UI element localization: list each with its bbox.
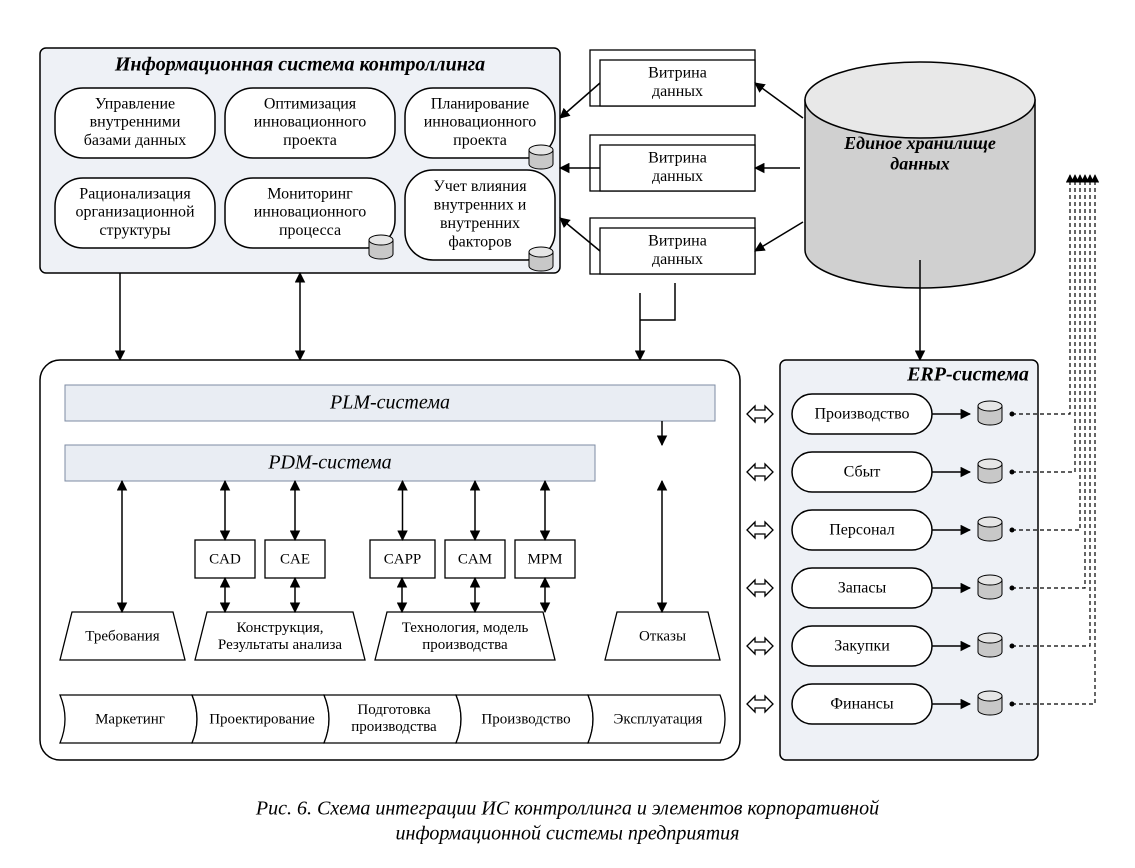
svg-text:производства: производства bbox=[422, 637, 508, 653]
diagram-root: Информационная система контроллинга Управ… bbox=[0, 0, 1135, 868]
svg-text:Планирование: Планирование bbox=[431, 95, 529, 112]
svg-text:Закупки: Закупки bbox=[834, 638, 890, 655]
svg-text:Технология, модель: Технология, модель bbox=[402, 620, 529, 636]
svg-text:Проектирование: Проектирование bbox=[209, 711, 315, 727]
datamart-1: Витрина данных bbox=[590, 135, 755, 191]
svg-text:Управление: Управление bbox=[95, 95, 175, 112]
svg-text:проекта: проекта bbox=[283, 132, 337, 149]
svg-text:факторов: факторов bbox=[448, 233, 512, 250]
svg-text:Производство: Производство bbox=[481, 711, 570, 727]
svg-text:инновационного: инновационного bbox=[254, 204, 367, 221]
svg-text:инновационного: инновационного bbox=[424, 114, 537, 131]
svg-text:инновационного: инновационного bbox=[254, 114, 367, 131]
svg-text:ERP-система: ERP-система bbox=[906, 364, 1029, 386]
svg-text:Сбыт: Сбыт bbox=[844, 464, 881, 481]
svg-text:проекта: проекта bbox=[453, 132, 507, 149]
svg-text:Мониторинг: Мониторинг bbox=[267, 185, 353, 202]
svg-text:Персонал: Персонал bbox=[829, 522, 895, 539]
svg-text:MPM: MPM bbox=[527, 551, 562, 567]
svg-text:базами данных: базами данных bbox=[84, 132, 186, 149]
svg-text:внутренних: внутренних bbox=[440, 215, 520, 232]
svg-text:Маркетинг: Маркетинг bbox=[95, 711, 165, 727]
ctl-3: Планирование инновационногопроекта bbox=[405, 88, 555, 169]
svg-text:данных: данных bbox=[652, 83, 703, 100]
bi-arrow bbox=[747, 464, 773, 480]
svg-text:CAM: CAM bbox=[458, 551, 492, 567]
svg-text:производства: производства bbox=[351, 719, 437, 735]
svg-text:CAD: CAD bbox=[209, 551, 241, 567]
svg-text:Витрина: Витрина bbox=[648, 232, 707, 249]
svg-text:Информационная система контрол: Информационная система контроллинга bbox=[114, 54, 485, 76]
svg-text:Витрина: Витрина bbox=[648, 149, 707, 166]
svg-text:организационной: организационной bbox=[75, 204, 194, 221]
ctl-2: Оптимизация инновационногопроекта bbox=[225, 88, 395, 158]
svg-text:PDM-система: PDM-система bbox=[267, 452, 391, 474]
svg-text:данных: данных bbox=[652, 168, 703, 185]
svg-text:информационной системы предпри: информационной системы предприятия bbox=[396, 823, 740, 845]
bi-arrow bbox=[747, 696, 773, 712]
ctl-5: Мониторинг инновационногопроцесса bbox=[225, 178, 395, 259]
svg-text:Подготовка: Подготовка bbox=[357, 702, 431, 718]
svg-text:данных: данных bbox=[890, 153, 949, 173]
svg-text:Рационализация: Рационализация bbox=[79, 185, 191, 202]
svg-text:Результаты анализа: Результаты анализа bbox=[218, 637, 342, 653]
svg-text:Учет влияния: Учет влияния bbox=[433, 178, 527, 195]
datamart-0: Витрина данных bbox=[590, 50, 755, 106]
svg-text:CAE: CAE bbox=[280, 551, 310, 567]
svg-text:Витрина: Витрина bbox=[648, 64, 707, 81]
svg-text:Единое хранилище: Единое хранилище bbox=[843, 133, 996, 153]
ctl-6: Учет влияниявнутренних и внутреннихфактор… bbox=[405, 170, 555, 271]
svg-text:Оптимизация: Оптимизация bbox=[264, 95, 357, 112]
svg-text:CAPP: CAPP bbox=[384, 551, 422, 567]
svg-text:Отказы: Отказы bbox=[639, 628, 686, 644]
ctl-1: Управление внутреннимибазами данных bbox=[55, 88, 215, 158]
svg-text:Финансы: Финансы bbox=[830, 696, 894, 713]
bi-arrow bbox=[747, 638, 773, 654]
svg-text:Производство: Производство bbox=[814, 406, 909, 423]
svg-text:структуры: структуры bbox=[99, 222, 170, 239]
ctl-4: Рационализация организационнойструктуры bbox=[55, 178, 215, 248]
svg-text:внутренних и: внутренних и bbox=[434, 196, 527, 213]
datamart-2: Витрина данных bbox=[590, 218, 755, 274]
svg-text:Эксплуатация: Эксплуатация bbox=[614, 711, 703, 727]
bi-arrow bbox=[747, 522, 773, 538]
svg-text:Конструкция,: Конструкция, bbox=[237, 620, 324, 636]
svg-text:Запасы: Запасы bbox=[838, 580, 887, 597]
svg-text:данных: данных bbox=[652, 251, 703, 268]
svg-text:Требования: Требования bbox=[85, 628, 159, 644]
svg-text:внутренними: внутренними bbox=[90, 114, 181, 131]
svg-text:PLM-система: PLM-система bbox=[329, 392, 450, 414]
bi-arrow bbox=[747, 406, 773, 422]
bi-arrow bbox=[747, 580, 773, 596]
svg-text:процесса: процесса bbox=[279, 222, 341, 239]
warehouse: Единое хранилищеданных bbox=[805, 62, 1035, 288]
svg-text:Рис. 6. Схема интеграции ИС ко: Рис. 6. Схема интеграции ИС контроллинга… bbox=[255, 798, 879, 820]
